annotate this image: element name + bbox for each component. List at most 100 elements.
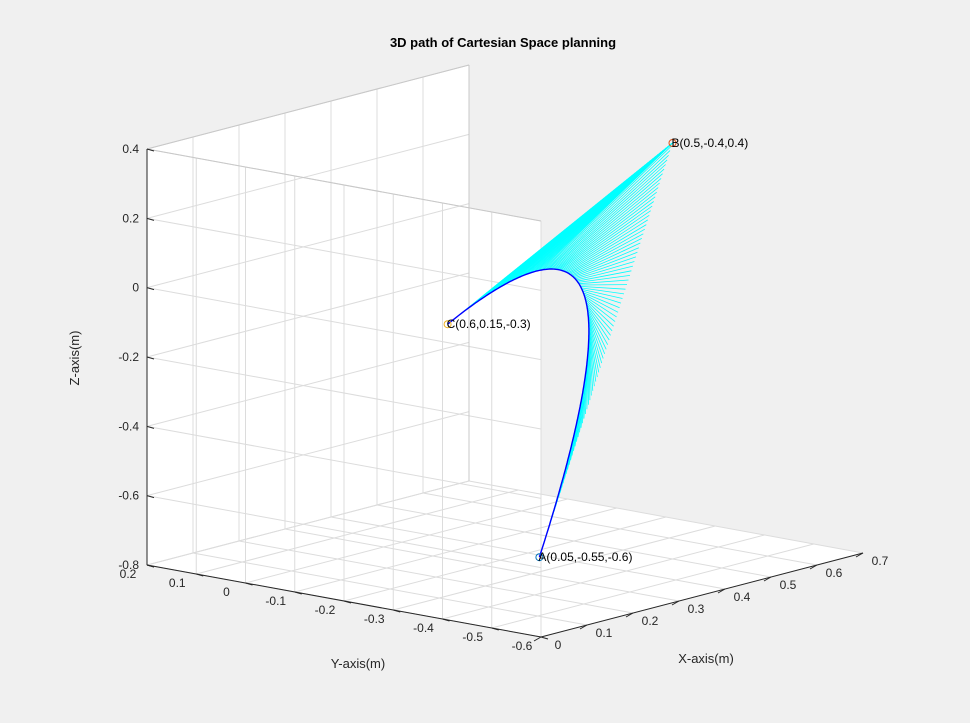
z-tick-mark (146, 217, 155, 221)
point-marker (443, 320, 452, 329)
surface-line (555, 187, 659, 270)
surface-line (586, 306, 610, 341)
grid-line-z-left (146, 217, 542, 291)
surface-line (541, 145, 672, 271)
y-tick-mark (245, 582, 253, 586)
y-tick-label: -0.1 (265, 594, 286, 608)
surface-line (551, 173, 663, 270)
x-tick-mark (579, 624, 588, 630)
surface-line (548, 164, 666, 270)
surface-line (587, 315, 604, 359)
grid-line-y-floor (393, 525, 716, 611)
grid-line-y-floor (491, 543, 814, 629)
surface-line (575, 261, 635, 280)
surface-line (588, 335, 594, 391)
y-tick-label: 0.2 (120, 567, 137, 581)
plot-data (443, 139, 677, 562)
surface-line (586, 308, 609, 345)
z-tick-mark (146, 356, 155, 360)
surface-line (588, 332, 595, 387)
surface-line (574, 256, 637, 279)
y-tick-mark (393, 609, 401, 613)
x-tick-mark (533, 636, 542, 642)
grid-line-z-left (146, 356, 542, 430)
surface-line (572, 247, 640, 277)
x-tick-label: 0.4 (734, 590, 751, 604)
surface-line (549, 168, 665, 270)
surface-line (585, 299, 614, 327)
x-tick-label: 0.3 (688, 602, 705, 616)
z-tick-mark (146, 148, 155, 152)
grid-line-z-left (146, 495, 542, 569)
y-tick-label: -0.2 (315, 603, 336, 617)
surface-line (577, 275, 631, 283)
grid-line-z-back (146, 480, 470, 566)
surface-line (567, 228, 645, 274)
grid-line-z-left (146, 287, 542, 361)
surface-line (581, 289, 623, 299)
y-tick-mark (442, 618, 450, 622)
surface-line (561, 205, 653, 271)
surface-line (588, 329, 597, 382)
grid-line-y-floor (343, 516, 667, 602)
y-tick-mark (491, 627, 499, 631)
surface-line (571, 242, 641, 276)
pane-edge (146, 148, 542, 222)
surface-line (578, 279, 629, 285)
surface-line (577, 270, 632, 282)
z-tick-label: -0.6 (118, 489, 139, 503)
grid-line-y-floor (196, 489, 519, 575)
z-tick-label: 0.4 (122, 142, 139, 156)
x-tick-mark (625, 612, 634, 618)
surface-line (581, 287, 625, 295)
z-axis-label: Z-axis(m) (67, 331, 82, 386)
grid-line-z-back (146, 341, 470, 427)
surface-line (552, 178, 662, 270)
y-tick-label: 0 (223, 585, 230, 599)
surface-line (573, 251, 638, 278)
surface-line (584, 297, 616, 322)
x-tick-label: 0.2 (642, 614, 659, 628)
x-tick-label: 0.1 (596, 626, 613, 640)
surface-line (557, 191, 657, 270)
surface-line (558, 196, 656, 271)
surface-line (576, 265, 633, 281)
x-tick-label: 0.6 (826, 566, 843, 580)
surface-line (583, 294, 619, 313)
grid-line-z-back (146, 411, 470, 497)
surface-line (559, 201, 654, 271)
z-tick-label: 0.2 (122, 211, 139, 225)
surface-line (580, 286, 626, 290)
y-tick-label: -0.3 (364, 612, 385, 626)
x-tick-mark (671, 600, 680, 606)
z-tick-label: 0 (132, 281, 139, 295)
surface-line (588, 318, 603, 364)
surface-line (568, 233, 644, 274)
surface-line (562, 210, 651, 272)
point-annotation: B(0.5,-0.4,0.4) (672, 136, 749, 150)
point-annotation: A(0.05,-0.55,-0.6) (538, 550, 632, 564)
path-series-line (447, 268, 590, 558)
x-axis-label: X-axis(m) (678, 651, 734, 666)
surface-line (583, 292, 620, 309)
y-tick-mark (540, 636, 549, 640)
y-axis-label: Y-axis(m) (331, 656, 385, 671)
grid-line-z-back (146, 133, 470, 219)
pane-edge (146, 64, 470, 150)
x-axis-line (540, 552, 864, 638)
x-tick-label: 0 (555, 638, 562, 652)
point-marker (668, 139, 677, 147)
y-tick-label: -0.6 (512, 639, 533, 653)
grid-line-y-floor (442, 534, 765, 620)
point-marker (535, 553, 544, 562)
y-tick-label: -0.4 (413, 621, 434, 635)
y-tick-mark (343, 600, 352, 604)
z-tick-mark (146, 425, 155, 429)
surface-line (565, 219, 649, 273)
surface-line (586, 303, 611, 336)
surface-line (588, 338, 592, 396)
tick-labels: 0 0.1 0.2 0.3 0.4 0.5 0.6 0.7 0.2 0.1 0 -0.1 -0.2 -0.… (118, 136, 888, 653)
x-tick-mark (717, 588, 726, 594)
z-tick-mark (146, 495, 155, 499)
